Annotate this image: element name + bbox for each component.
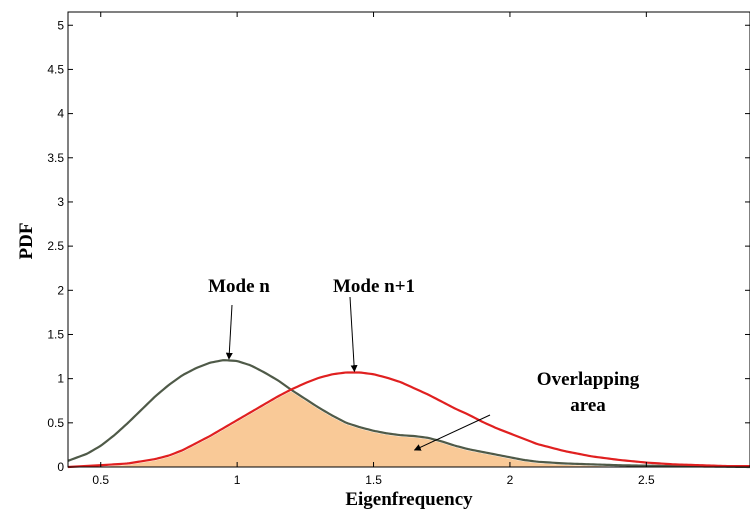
annotations: Mode n Mode n+1 Overlapping area bbox=[208, 276, 640, 451]
y-tick-label: 2.5 bbox=[47, 239, 64, 253]
y-tick-label: 3 bbox=[57, 195, 64, 209]
y-tick-label: 4 bbox=[57, 107, 64, 121]
series-line-mode-n bbox=[67, 359, 750, 469]
annotation-mode-n-plus-1: Mode n+1 bbox=[333, 276, 415, 297]
series-layer bbox=[67, 359, 750, 469]
y-tick-label: 4.5 bbox=[47, 62, 64, 76]
y-tick-label: 0 bbox=[57, 460, 64, 474]
x-axis-label: Eigenfrequency bbox=[345, 489, 473, 510]
series-line-mode-n-plus-1 bbox=[67, 371, 750, 469]
x-tick-label: 1 bbox=[234, 473, 241, 487]
x-tick-label: 2 bbox=[507, 473, 514, 487]
x-tick-label: 1.5 bbox=[365, 473, 382, 487]
y-tick-label: 3.5 bbox=[47, 151, 64, 165]
arrow-mode-n-plus-1 bbox=[349, 296, 358, 373]
x-axis-ticks: 0.5 1 1.5 2 2.5 bbox=[92, 12, 655, 487]
plot-frame bbox=[67, 11, 750, 468]
x-tick-label: 0.5 bbox=[92, 473, 109, 487]
annotation-area: area bbox=[570, 395, 606, 416]
annotation-mode-n: Mode n bbox=[208, 276, 270, 297]
y-tick-label: 1.5 bbox=[47, 327, 64, 341]
annotation-overlapping: Overlapping bbox=[537, 369, 640, 390]
y-axis-ticks: 0 0.5 1 1.5 2 2.5 3 3.5 4 4.5 5 bbox=[47, 18, 750, 474]
overlap-area-fill bbox=[68, 390, 750, 467]
x-tick-label: 2.5 bbox=[638, 473, 655, 487]
arrow-mode-n bbox=[225, 304, 233, 360]
y-axis-label: PDF bbox=[16, 223, 37, 260]
y-tick-label: 1 bbox=[57, 372, 64, 386]
y-tick-label: 0.5 bbox=[47, 416, 64, 430]
y-tick-label: 5 bbox=[57, 18, 64, 32]
y-tick-label: 2 bbox=[57, 283, 64, 297]
arrow-overlapping-area bbox=[413, 414, 491, 451]
